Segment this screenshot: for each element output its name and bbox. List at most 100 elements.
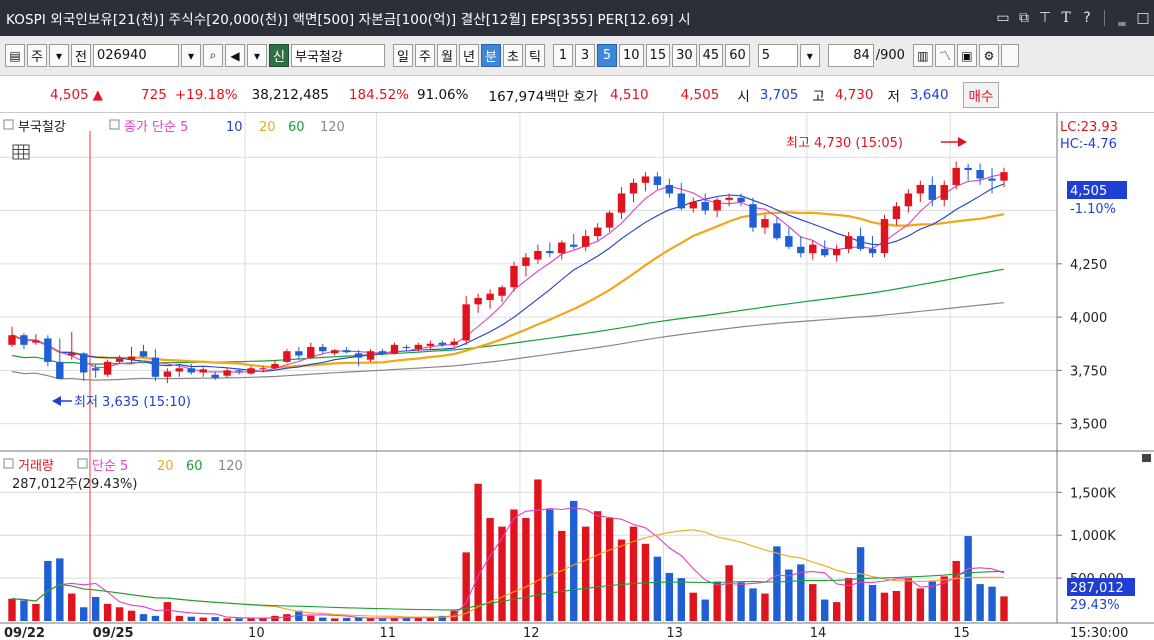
candle-body <box>8 335 16 345</box>
candle-body <box>319 346 327 352</box>
chevron-down-icon[interactable]: ▾ <box>181 44 201 67</box>
x-tick-label: 14 <box>810 626 827 640</box>
candle-body <box>534 251 542 260</box>
chart-area[interactable]: 부국철강 종가 단순 5 10 20 60 120 LC:23.93 HC:-4… <box>0 113 1154 640</box>
volume-bar <box>32 603 40 621</box>
volume-bar <box>522 518 530 621</box>
gear-icon[interactable]: ⚙ <box>978 44 999 67</box>
ma-toggle-icon[interactable] <box>109 119 120 130</box>
mode-main-button[interactable]: 주 <box>27 44 47 67</box>
volume-bar <box>390 617 399 621</box>
panel-toggle-icon[interactable] <box>3 119 14 130</box>
volume-bar <box>952 560 960 621</box>
period-month[interactable]: 월 <box>437 44 457 67</box>
volume-current-text: 287,012주(29.43%) <box>12 477 137 492</box>
candle-body <box>354 353 363 358</box>
candle-body <box>809 244 817 254</box>
volume-bar <box>151 615 160 621</box>
period-day[interactable]: 일 <box>393 44 413 67</box>
line-type-icon[interactable]: 〽 <box>934 44 955 67</box>
ma10-line <box>11 183 1005 373</box>
ask-price-2: 4,505 <box>680 86 720 103</box>
candle-body <box>402 346 411 349</box>
candle-body <box>689 202 697 209</box>
sound-icon[interactable]: ◀ <box>225 44 245 67</box>
minimize-icon[interactable]: ‗ <box>1118 10 1126 26</box>
mode-all-button[interactable]: 전 <box>71 44 91 67</box>
period-second[interactable]: 초 <box>503 44 523 67</box>
pin-icon[interactable]: ⊤ <box>1038 10 1052 26</box>
candle-body <box>68 353 76 356</box>
candle-body <box>880 219 889 254</box>
volume-bar <box>402 617 411 621</box>
candle-body <box>653 176 662 185</box>
interval-select[interactable]: 5 <box>757 44 798 67</box>
price-panel-name: 부국철강 <box>18 120 66 135</box>
interval-1[interactable]: 1 <box>553 44 573 67</box>
period-year[interactable]: 년 <box>459 44 479 67</box>
volume-toggle-icon[interactable] <box>3 458 14 469</box>
grid-icon[interactable]: ▭ <box>996 10 1010 26</box>
chevron-down-icon[interactable]: ▾ <box>247 44 267 67</box>
period-week[interactable]: 주 <box>415 44 435 67</box>
search-icon[interactable]: ⌕ <box>203 44 223 67</box>
candle-body <box>928 184 936 200</box>
candle-body <box>259 368 267 370</box>
interval-15[interactable]: 15 <box>645 44 671 67</box>
candle-body <box>342 350 351 353</box>
interval-60[interactable]: 60 <box>725 44 750 67</box>
volume-ma120-label: 120 <box>218 459 243 474</box>
low-label: 저 <box>887 88 900 105</box>
candle-body <box>307 346 315 358</box>
interval-10[interactable]: 10 <box>619 44 644 67</box>
count-input[interactable]: 84 <box>827 44 874 67</box>
chevron-down-icon[interactable]: ▾ <box>49 44 69 67</box>
volume-ma-toggle-icon[interactable] <box>77 458 88 469</box>
volume-bar <box>797 564 805 621</box>
volume-y-tick: 1,500K <box>1070 486 1116 501</box>
font-icon[interactable]: T <box>1061 10 1071 26</box>
interval-5[interactable]: 5 <box>597 44 617 67</box>
candle-body <box>665 184 674 194</box>
ma20-line <box>11 211 1005 369</box>
stock-name-field[interactable]: 부국철강 <box>291 44 385 67</box>
stock-code-input[interactable]: 026940 <box>93 44 179 67</box>
lc-label: LC:23.93 <box>1060 120 1118 135</box>
candle-body <box>139 351 148 357</box>
ask-label: 호가 <box>573 88 598 105</box>
period-minute[interactable]: 분 <box>481 44 501 67</box>
volume-bar <box>139 614 148 621</box>
volume-bar <box>354 617 363 621</box>
volume-bar <box>904 578 913 621</box>
close-icon[interactable] <box>1142 454 1151 462</box>
layout-icon[interactable]: ▤ <box>5 44 25 67</box>
toolbar: ▤ 주 ▾ 전 026940 ▾ ⌕ ◀ ▾ 신 부국철강 일 주 월 년 분 … <box>0 36 1154 76</box>
interval-45[interactable]: 45 <box>698 44 724 67</box>
current-pct-label: -1.10% <box>1070 202 1116 217</box>
period-tick[interactable]: 틱 <box>525 44 545 67</box>
candle-body <box>892 206 901 220</box>
candle-body <box>964 167 972 171</box>
volume-bar <box>593 511 602 621</box>
candle-body <box>522 257 530 266</box>
maximize-icon[interactable]: □ <box>1136 10 1150 26</box>
candle-type-icon[interactable]: ▥ <box>912 44 933 67</box>
volume-ma60-line <box>11 570 1005 611</box>
checkbox[interactable] <box>1000 44 1019 67</box>
volume-bar <box>199 617 207 621</box>
volume-bar <box>163 602 172 621</box>
restore-icon[interactable]: ⧉ <box>1019 10 1029 26</box>
current-volume-label: 287,012 <box>1070 581 1124 596</box>
interval-30[interactable]: 30 <box>672 44 697 67</box>
interval-3[interactable]: 3 <box>575 44 595 67</box>
buy-button[interactable]: 매수 <box>962 81 1000 108</box>
save-icon[interactable]: ▣ <box>956 44 977 67</box>
candle-body <box>701 202 709 211</box>
volume-bar <box>665 572 674 621</box>
chevron-down-icon[interactable]: ▾ <box>799 44 820 67</box>
volume-bar <box>617 539 626 621</box>
table-toggle-icon[interactable] <box>12 144 30 160</box>
help-icon[interactable]: ? <box>1083 10 1091 26</box>
volume-bar <box>809 584 817 621</box>
high-arrow-icon <box>941 137 967 147</box>
